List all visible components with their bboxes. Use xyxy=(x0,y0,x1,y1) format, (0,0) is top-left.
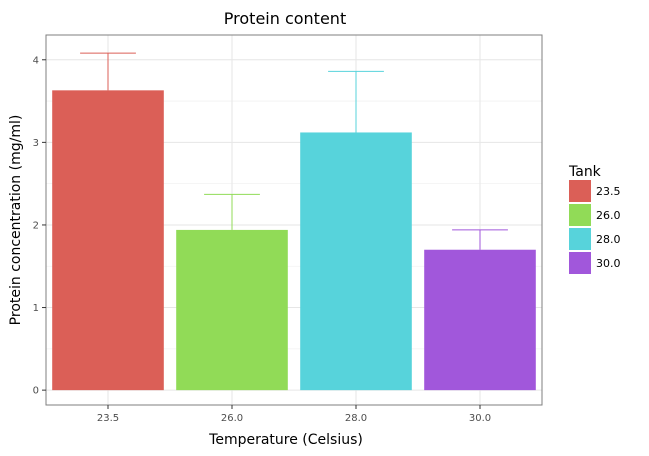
y-axis-title: Protein concentration (mg/ml) xyxy=(8,115,24,326)
bar-23.5 xyxy=(52,90,164,391)
bars xyxy=(52,90,536,391)
legend-label-23.5: 23.5 xyxy=(596,185,621,198)
y-tick-label: 1 xyxy=(33,303,39,314)
legend-swatch-28.0 xyxy=(569,228,591,250)
y-axis-ticks: 0 1 2 3 4 xyxy=(33,55,46,397)
y-tick-label: 4 xyxy=(33,55,39,66)
error-bars xyxy=(80,52,508,250)
plot-area xyxy=(45,34,543,406)
y-tick-label: 3 xyxy=(33,138,39,149)
bar-30.0 xyxy=(424,249,536,391)
legend-swatch-30.0 xyxy=(569,252,591,274)
x-tick-label: 26.0 xyxy=(221,413,243,424)
legend-label-26.0: 26.0 xyxy=(596,209,621,222)
x-tick-label: 30.0 xyxy=(469,413,491,424)
x-tick-label: 28.0 xyxy=(345,413,367,424)
x-tick-label: 23.5 xyxy=(97,413,119,424)
chart-title: Protein content xyxy=(224,9,346,28)
legend: Tank 23.5 26.0 28.0 30.0 xyxy=(568,164,621,274)
plot-border xyxy=(45,34,543,406)
legend-title: Tank xyxy=(568,164,602,180)
bar-28.0 xyxy=(300,132,412,391)
legend-label-30.0: 30.0 xyxy=(596,257,621,270)
legend-swatch-23.5 xyxy=(569,180,591,202)
y-tick-label: 2 xyxy=(33,220,39,231)
y-tick-label: 0 xyxy=(33,386,39,397)
x-axis-title: Temperature (Celsius) xyxy=(208,432,363,448)
legend-swatch-26.0 xyxy=(569,204,591,226)
bar-26.0 xyxy=(176,229,288,391)
legend-label-28.0: 28.0 xyxy=(596,233,621,246)
x-axis-ticks: 23.5 26.0 28.0 30.0 xyxy=(97,405,491,424)
